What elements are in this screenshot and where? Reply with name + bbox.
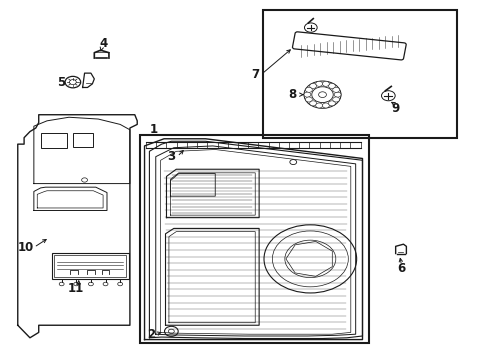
Text: 8: 8 — [287, 88, 296, 101]
Text: 2: 2 — [146, 328, 155, 341]
Text: 6: 6 — [397, 262, 405, 275]
Circle shape — [309, 84, 316, 89]
Bar — [54, 255, 126, 277]
Bar — [73, 133, 93, 147]
Text: 5: 5 — [58, 76, 66, 89]
Circle shape — [333, 92, 340, 97]
Text: 9: 9 — [391, 102, 399, 115]
Circle shape — [305, 87, 312, 92]
Text: 1: 1 — [149, 123, 158, 136]
Bar — [263, 10, 456, 138]
Circle shape — [315, 81, 322, 86]
Circle shape — [322, 81, 328, 86]
Bar — [41, 133, 67, 148]
Circle shape — [332, 97, 339, 102]
Text: 11: 11 — [67, 282, 84, 295]
Circle shape — [315, 103, 322, 108]
Circle shape — [318, 92, 326, 98]
Text: 10: 10 — [18, 241, 34, 254]
Circle shape — [309, 101, 316, 106]
Text: 7: 7 — [251, 68, 259, 81]
Text: 4: 4 — [99, 37, 107, 50]
Circle shape — [305, 97, 312, 102]
Bar — [52, 253, 129, 279]
Circle shape — [328, 84, 335, 89]
Circle shape — [328, 101, 335, 106]
Circle shape — [332, 87, 339, 92]
Bar — [140, 135, 368, 343]
Circle shape — [304, 92, 310, 97]
Circle shape — [322, 103, 328, 108]
Text: 3: 3 — [167, 150, 175, 163]
